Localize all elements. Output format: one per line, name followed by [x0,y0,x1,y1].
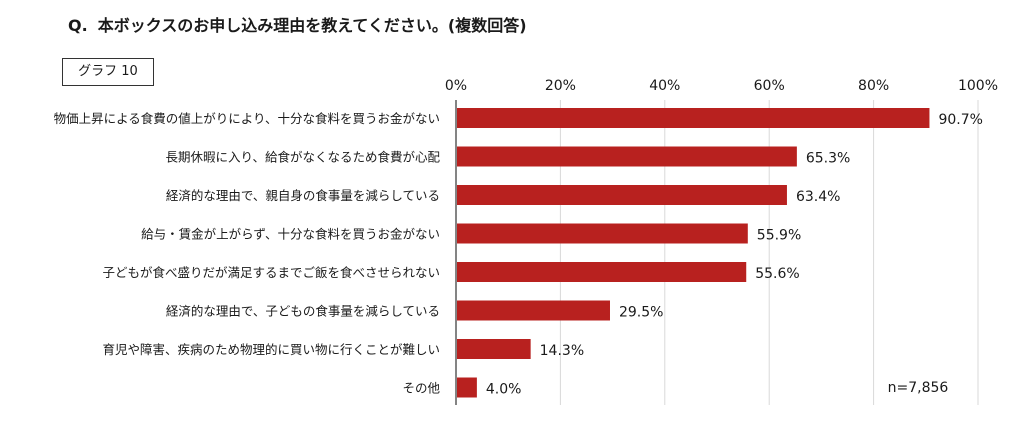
x-tick-label: 20% [545,78,576,94]
x-tick-label: 80% [858,78,889,94]
data-label: 55.6% [755,266,799,282]
data-label: 65.3% [806,151,850,167]
category-label: 経済的な理由で、親自身の食事量を減らしている [166,188,440,203]
category-label: その他 [402,381,440,396]
bar [457,377,477,398]
graph-number-box: グラフ 10 [62,58,154,86]
x-tick-label: 60% [754,78,785,94]
x-tick-label: 40% [649,78,680,94]
data-label: 55.9% [757,228,801,244]
bar [457,262,747,282]
category-label: 子どもが食べ盛りだが満足するまでご飯を食べさせられない [102,265,440,280]
bar [457,185,787,205]
question-prefix: Q. [68,16,88,35]
bar [457,223,748,244]
data-label: 63.4% [796,189,840,205]
data-label: 14.3% [540,343,584,359]
data-label: 4.0% [486,382,522,398]
x-tick-label: 100% [958,78,998,94]
category-label: 育児や障害、疾病のため物理的に買い物に行くことが難しい [102,342,440,357]
x-tick-label: 0% [445,78,467,94]
sample-size-label: n=7,856 [888,380,949,396]
question-title: Q. 本ボックスのお申し込み理由を教えてください。(複数回答) [68,12,527,36]
category-label: 給与・賃金が上がらず、十分な食料を買うお金がない [141,227,440,242]
bar [457,300,610,321]
data-label: 90.7% [938,112,982,128]
question-text: 本ボックスのお申し込み理由を教えてください。(複数回答) [97,16,527,35]
category-label: 経済的な理由で、子どもの食事量を減らしている [166,304,440,319]
bar [457,108,930,128]
category-label: 長期休暇に入り、給食がなくなるため食費が心配 [165,150,440,165]
bar [457,146,797,167]
category-label: 物価上昇による食費の値上がりにより、十分な食料を買うお金がない [54,111,440,126]
data-label: 29.5% [619,305,663,321]
bar [457,339,531,359]
